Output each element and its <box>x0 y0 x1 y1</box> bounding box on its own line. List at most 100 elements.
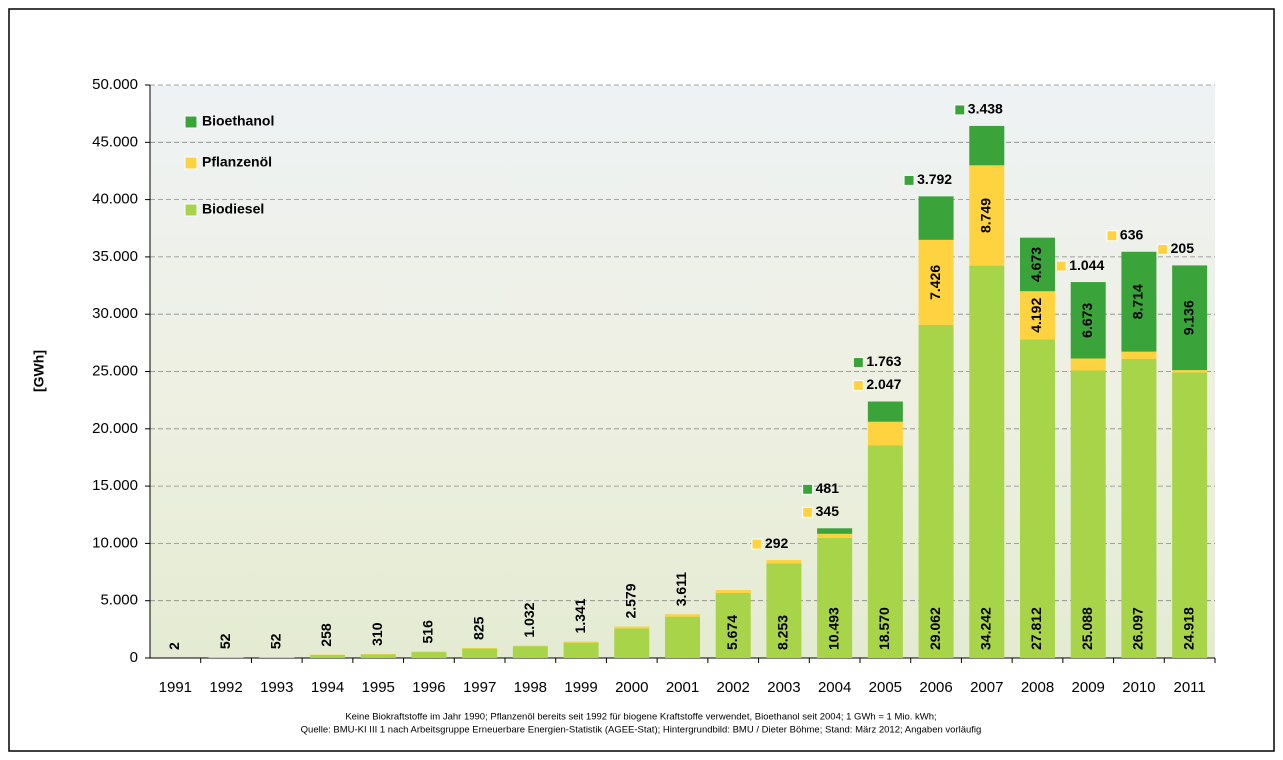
value-label: 8.714 <box>1130 284 1146 319</box>
bar-segment <box>1020 291 1055 340</box>
value-label: 8.253 <box>775 615 791 650</box>
label-marker <box>954 104 966 116</box>
x-tick-label: 2007 <box>970 679 1003 696</box>
bar-segment <box>1070 370 1106 658</box>
bar-segment <box>766 560 802 564</box>
x-tick-label: 1997 <box>463 679 496 696</box>
x-tick-label: 2008 <box>1021 679 1054 696</box>
value-label: 3.611 <box>673 572 689 606</box>
value-label: 18.570 <box>876 607 892 650</box>
value-label: 258 <box>318 623 334 647</box>
bar-segment <box>1121 358 1157 658</box>
x-tick-label: 2002 <box>717 679 750 696</box>
value-label: 7.426 <box>927 265 943 300</box>
x-tick-label: 2009 <box>1072 679 1105 696</box>
legend-marker <box>184 115 198 129</box>
y-tick-label: 15.000 <box>92 477 138 494</box>
value-label: 34.242 <box>977 607 993 650</box>
legend-marker <box>184 156 198 170</box>
value-label: 516 <box>420 620 436 644</box>
bar-segment <box>715 590 751 593</box>
label-marker <box>1055 260 1067 272</box>
x-tick-label: 1995 <box>362 679 395 696</box>
bar-segment <box>614 626 650 629</box>
x-tick-label: 1993 <box>260 679 293 696</box>
value-label: 310 <box>369 622 385 646</box>
note: Keine Biokraftstoffe im Jahr 1990; Pflan… <box>345 712 936 723</box>
label-marker <box>802 483 814 495</box>
x-tick-label: 2003 <box>767 679 800 696</box>
legend-label: Bioethanol <box>202 113 274 129</box>
bar-segment <box>918 324 954 658</box>
value-label: 5.674 <box>724 615 740 650</box>
x-tick-label: 1994 <box>311 679 344 696</box>
bar-segment <box>411 651 447 653</box>
bar-segment <box>969 165 1005 266</box>
label-marker <box>751 538 763 550</box>
value-label: 345 <box>816 503 840 519</box>
value-label: 52 <box>217 633 233 649</box>
bar-segment <box>614 628 650 658</box>
bar-segment <box>867 445 903 658</box>
value-label: 4.192 <box>1028 298 1044 333</box>
bar-segment <box>360 654 396 658</box>
label-marker <box>852 357 864 369</box>
x-tick-label: 2001 <box>666 679 699 696</box>
value-label: 24.918 <box>1180 607 1196 650</box>
x-tick-label: 2010 <box>1122 679 1155 696</box>
value-label: 2 <box>166 642 182 650</box>
value-label: 3.792 <box>917 171 952 187</box>
value-label: 1.341 <box>572 598 588 633</box>
bar-segment <box>867 421 903 446</box>
x-tick-label: 2006 <box>919 679 952 696</box>
bar-segment <box>1121 251 1157 352</box>
value-label: 27.812 <box>1028 607 1044 650</box>
bar-segment <box>665 614 700 617</box>
y-tick-label: 50.000 <box>92 76 138 93</box>
bar-segment <box>411 652 447 658</box>
y-tick-label: 35.000 <box>92 248 138 265</box>
bar-segment <box>1172 370 1208 373</box>
value-label: 1.044 <box>1069 257 1104 273</box>
value-label: 52 <box>267 633 283 649</box>
note: Quelle: BMU-KI III 1 nach Arbeitsgruppe … <box>301 725 982 736</box>
value-label: 825 <box>470 616 486 640</box>
value-label: 9.136 <box>1180 300 1196 335</box>
bar-segment <box>665 616 700 658</box>
value-label: 3.438 <box>968 101 1003 117</box>
label-marker <box>852 380 864 392</box>
y-tick-label: 20.000 <box>92 420 138 437</box>
value-label: 6.673 <box>1079 303 1095 338</box>
legend-label: Biodiesel <box>202 201 264 217</box>
y-tick-label: 30.000 <box>92 305 138 322</box>
bar-segment <box>208 657 244 658</box>
bar-segment <box>817 528 853 534</box>
bar-segment <box>918 239 954 325</box>
x-tick-label: 2000 <box>615 679 648 696</box>
bar-segment <box>512 645 548 647</box>
y-tick-label: 10.000 <box>92 534 138 551</box>
label-marker <box>1106 230 1118 242</box>
value-label: 481 <box>816 480 840 496</box>
x-tick-label: 1999 <box>564 679 597 696</box>
bar-segment <box>715 592 751 658</box>
bar-segment <box>462 647 498 649</box>
bar-segment <box>867 401 903 422</box>
y-tick-label: 0 <box>130 649 138 666</box>
bar-segment <box>969 125 1005 166</box>
x-tick-label: 2005 <box>869 679 902 696</box>
value-label: 4.673 <box>1028 247 1044 282</box>
bar-segment <box>1070 358 1106 371</box>
x-tick-label: 1992 <box>209 679 242 696</box>
value-label: 26.097 <box>1130 607 1146 650</box>
bar-segment <box>766 563 802 658</box>
value-label: 2.047 <box>866 376 901 392</box>
bar-segment <box>1121 351 1157 359</box>
bar-segment <box>1070 282 1106 359</box>
bar-segment <box>1020 237 1055 292</box>
value-label: 2.579 <box>622 583 638 618</box>
bar-segment <box>1020 339 1055 658</box>
bar-segment <box>817 533 853 538</box>
x-tick-label: 1996 <box>412 679 445 696</box>
bar-segment <box>259 657 295 658</box>
